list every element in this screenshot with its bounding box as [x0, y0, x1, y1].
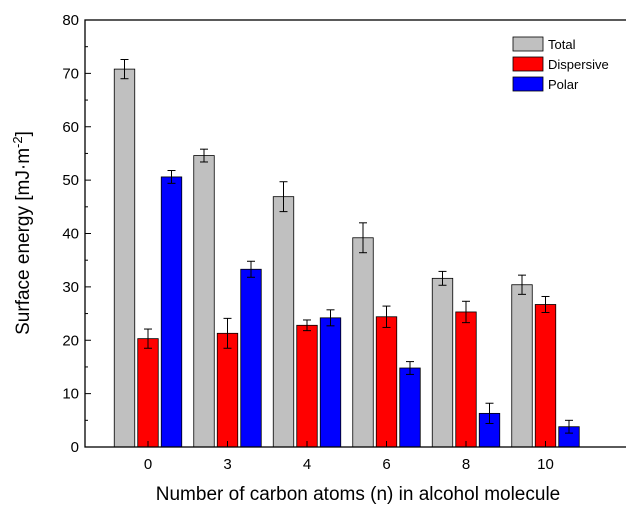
y-axis-title-end: ]: [13, 131, 34, 136]
errorbar-dispersive-4: [303, 319, 311, 332]
x-tick-label-8: 8: [462, 456, 470, 473]
y-tick-label-80: 80: [62, 12, 79, 29]
y-tick-label-60: 60: [62, 119, 79, 136]
errorbar-total-0: [120, 58, 129, 80]
legend: Total Dispersive Polar: [512, 36, 609, 92]
bar-polar-6: [399, 367, 421, 448]
bar-dispersive-10: [534, 304, 557, 448]
bar-total-6: [352, 237, 374, 448]
errorbar-polar-8: [485, 402, 494, 425]
y-tick-label-40: 40: [62, 226, 79, 243]
x-tick-label-0: 0: [144, 456, 152, 473]
bar-dispersive-0: [137, 338, 159, 448]
bars-group: [113, 68, 580, 448]
x-tick-label-10: 10: [537, 456, 554, 473]
errorbar-total-10: [518, 274, 526, 295]
y-axis-title-sup: -2: [10, 136, 25, 148]
bar-total-3: [193, 155, 215, 448]
y-axis-title-main: Surface energy [mJ·m: [13, 148, 34, 335]
x-tick-label-6: 6: [382, 456, 390, 473]
y-axis-ticks: 0 10 20 30 40 50 60 70 80: [62, 12, 91, 456]
bar-total-8: [431, 277, 454, 448]
errorbar-dispersive-0: [144, 328, 152, 349]
bar-polar-3: [240, 268, 262, 448]
errorbar-dispersive-6: [382, 305, 391, 328]
errorbar-total-4: [279, 181, 288, 213]
bar-dispersive-3: [216, 332, 239, 448]
errorbar-total-8: [438, 270, 447, 286]
x-axis-ticks: 0 3 4 6 8 10: [144, 441, 554, 473]
bar-total-4: [272, 196, 295, 448]
bar-total-0: [113, 68, 136, 448]
errorbar-dispersive-3: [223, 317, 232, 349]
legend-swatch-dispersive: [512, 56, 544, 72]
y-tick-label-20: 20: [62, 332, 79, 349]
legend-swatch-total: [512, 36, 544, 52]
x-axis-title: Number of carbon atoms (n) in alcohol mo…: [156, 484, 560, 505]
x-tick-label-4: 4: [303, 456, 311, 473]
y-tick-label-10: 10: [62, 386, 79, 403]
errorbar-dispersive-10: [541, 295, 550, 313]
errorbar-polar-4: [326, 309, 335, 327]
bar-dispersive-6: [375, 316, 398, 448]
bar-dispersive-8: [455, 311, 477, 448]
bar-polar-0: [160, 176, 183, 448]
errorbar-total-3: [200, 148, 208, 163]
errorbar-polar-3: [247, 260, 255, 278]
bar-dispersive-4: [296, 324, 318, 448]
errorbar-polar-10: [565, 419, 573, 434]
legend-label-polar: Polar: [548, 77, 579, 92]
x-tick-label-3: 3: [223, 456, 231, 473]
y-axis-title: Surface energy [mJ·m-2]: [10, 131, 34, 335]
legend-label-dispersive: Dispersive: [548, 57, 609, 72]
errorbar-dispersive-8: [462, 300, 470, 324]
y-tick-label-70: 70: [62, 65, 79, 82]
legend-label-total: Total: [548, 37, 576, 52]
errorbar-total-6: [359, 222, 367, 254]
y-tick-label-30: 30: [62, 279, 79, 296]
y-tick-label-0: 0: [71, 439, 79, 456]
y-tick-label-50: 50: [62, 172, 79, 189]
errorbars-group: [120, 58, 573, 434]
errorbar-polar-6: [406, 361, 414, 375]
bar-total-10: [511, 284, 533, 448]
legend-swatch-polar: [512, 76, 544, 92]
errorbar-polar-0: [167, 170, 176, 184]
bar-polar-4: [319, 317, 342, 448]
